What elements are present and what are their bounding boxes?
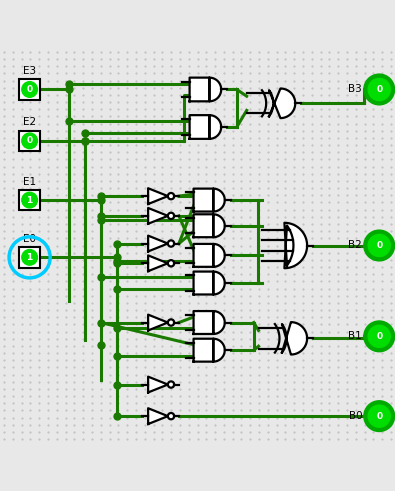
Circle shape [168,241,174,246]
Text: B0: B0 [349,411,362,421]
Text: E1: E1 [23,177,36,187]
Circle shape [368,405,390,427]
Polygon shape [194,189,225,212]
Text: E3: E3 [23,66,36,76]
Circle shape [368,234,390,257]
Circle shape [364,321,394,352]
Bar [19,247,40,268]
Text: 0: 0 [26,85,33,94]
Circle shape [22,249,38,265]
Bar [19,131,40,151]
Circle shape [168,260,174,267]
Circle shape [22,133,38,149]
Polygon shape [194,311,225,334]
Text: 0: 0 [376,332,382,341]
Bar [19,190,40,210]
Polygon shape [148,315,168,330]
Polygon shape [194,214,225,237]
Text: 0: 0 [376,241,382,250]
Circle shape [168,213,174,219]
Polygon shape [269,88,295,118]
Polygon shape [190,78,221,101]
Circle shape [368,326,390,348]
Circle shape [22,82,38,97]
Polygon shape [194,244,225,267]
Circle shape [368,79,390,101]
Circle shape [22,192,38,208]
Polygon shape [190,115,221,139]
Text: 0: 0 [26,136,33,145]
Polygon shape [194,339,225,362]
Text: B2: B2 [348,241,362,250]
Circle shape [168,413,174,419]
Circle shape [364,230,394,261]
Text: 1: 1 [26,253,33,262]
Polygon shape [284,223,307,268]
Circle shape [168,193,174,199]
Text: E2: E2 [23,117,36,127]
Text: 0: 0 [376,411,382,421]
Bar [19,79,40,100]
Text: 0: 0 [376,85,382,94]
Polygon shape [148,188,168,204]
Text: 1: 1 [26,195,33,205]
Polygon shape [282,322,307,355]
Polygon shape [148,408,168,424]
Polygon shape [194,272,225,295]
Text: E0: E0 [23,234,36,244]
Circle shape [168,319,174,326]
Text: B1: B1 [348,331,362,341]
Circle shape [168,382,174,388]
Polygon shape [148,255,168,271]
Polygon shape [148,236,168,251]
Circle shape [364,75,394,105]
Text: B3: B3 [348,84,362,94]
Polygon shape [148,377,168,392]
Circle shape [364,401,394,431]
Polygon shape [148,208,168,224]
